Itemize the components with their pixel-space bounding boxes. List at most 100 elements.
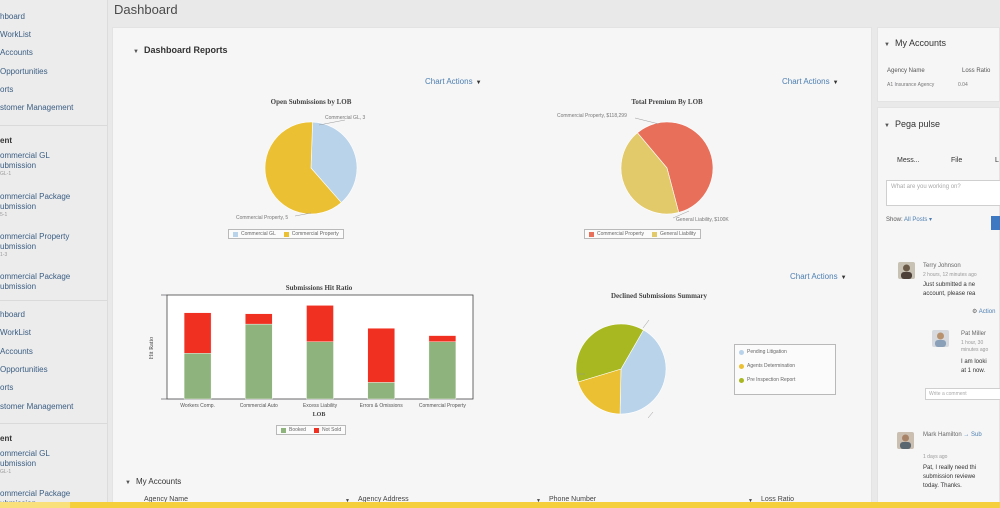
tab-messages[interactable]: Mess... — [897, 157, 920, 164]
column-header-phone-number[interactable]: Phone Number ▼ — [547, 496, 759, 508]
avatar — [897, 432, 914, 449]
chart-actions-button[interactable]: Chart Actions ▼ — [782, 77, 839, 86]
column-label: Loss Ratio — [962, 68, 991, 74]
post-author[interactable]: Mark Hamilton → Sub — [923, 432, 982, 438]
recent-item-title2: ubmission — [0, 242, 37, 251]
account-row-value: 0.04 — [958, 82, 968, 88]
legend-entry[interactable]: Commercial GL — [233, 231, 276, 237]
recent-item[interactable]: ommercial Package ubmission — [0, 272, 70, 292]
recent-item[interactable]: ommercial GL ubmission GL-1 — [0, 151, 50, 178]
recent-item[interactable]: ommercial Property ubmission 1-3 — [0, 232, 69, 259]
nav-item-dashboard[interactable]: hboard — [0, 12, 25, 21]
x-tick-label: Commercial Property — [419, 403, 466, 409]
chart-legend: Commercial Property General Liability — [584, 229, 701, 239]
tab-link[interactable]: Li — [995, 157, 1000, 164]
pega-pulse-title: Pega pulse — [894, 119, 940, 129]
legend-swatch — [651, 231, 657, 237]
nav-item-dashboard[interactable]: hboard — [0, 310, 25, 319]
chart-actions-button[interactable]: Chart Actions ▼ — [790, 272, 847, 281]
bar-segment[interactable] — [367, 382, 395, 400]
chart-actions-label: Chart Actions — [790, 272, 838, 281]
pie-charts — [264, 121, 714, 415]
account-row-name[interactable]: A1 Insurance Agency — [887, 82, 935, 88]
legend-entry[interactable]: Pre Inspection Report — [739, 377, 831, 383]
chart-actions-label: Chart Actions — [782, 77, 830, 86]
nav-item-worklist[interactable]: WorkList — [0, 30, 31, 39]
comment-input[interactable]: Write a comment — [925, 388, 1000, 400]
nav-item-opportunities[interactable]: Opportunities — [0, 67, 48, 76]
bottom-status-bar-highlight — [0, 502, 70, 508]
post-time: 1 days ago — [923, 454, 948, 460]
show-filter[interactable]: Show: All Posts ▾ — [886, 216, 932, 223]
x-tick-label: Excess Liability — [303, 403, 338, 409]
pulse-post-input[interactable]: What are you working on? — [886, 180, 1000, 206]
post-action[interactable]: ⚙ Action — [972, 308, 995, 315]
y-axis-label: Hit Ratio — [149, 337, 155, 359]
legend-entry[interactable]: Booked — [281, 427, 306, 433]
post-author[interactable]: Pat Miller — [961, 331, 987, 337]
bar-chart-bars: Workers Comp. Commercial Auto Excess Liabi… — [180, 305, 466, 409]
column-label: Agency Name — [144, 496, 188, 503]
nav-item-accounts[interactable]: Accounts — [0, 48, 33, 57]
nav-item-reports[interactable]: orts — [0, 383, 14, 392]
my-accounts-card-title: My Accounts — [894, 38, 946, 48]
chart-actions-button[interactable]: Chart Actions ▼ — [425, 77, 482, 86]
column-header-agency-name[interactable]: Agency Name ▼ — [142, 496, 356, 508]
nav-item-customer-management[interactable]: stomer Management — [0, 402, 74, 411]
pie-slice[interactable] — [637, 121, 714, 213]
legend-swatch — [589, 231, 594, 237]
recent-item-title2: ubmission — [0, 459, 37, 468]
my-accounts-card-header[interactable]: ▼ My Accounts — [884, 38, 946, 48]
legend-entry[interactable]: Agents Determination — [739, 363, 831, 369]
legend-entry[interactable]: Not Sold — [313, 427, 341, 433]
chart-title: Declined Submissions Summary — [610, 292, 708, 300]
legend-entry[interactable]: General Liability — [651, 231, 696, 237]
column-label: Phone Number — [549, 496, 597, 503]
post-action-label: Action — [978, 309, 996, 315]
legend-entry[interactable]: Commercial Property — [283, 231, 339, 237]
pie-slice[interactable] — [620, 132, 680, 215]
callout-line — [634, 117, 660, 125]
tab-file[interactable]: File — [951, 157, 963, 164]
column-header-agency-address[interactable]: Agency Address ▼ — [356, 496, 547, 508]
bar-segment[interactable] — [245, 313, 273, 325]
column-label: Loss Ratio — [761, 496, 795, 503]
caret-down-icon: ▼ — [832, 80, 839, 86]
nav-item-worklist[interactable]: WorkList — [0, 328, 31, 337]
post-author[interactable]: Terry Johnson — [923, 263, 961, 269]
legend-label: Pre Inspection Report — [747, 377, 796, 383]
legend-entry[interactable]: Commercial Property — [589, 231, 644, 237]
recent-item[interactable]: ommercial Package ubmission 5-1 — [0, 192, 70, 219]
legend-swatch — [739, 377, 744, 383]
dashboard-reports-header[interactable]: ▼ Dashboard Reports — [133, 45, 227, 55]
pega-pulse-header[interactable]: ▼ Pega pulse — [884, 119, 940, 129]
legend-entry[interactable]: Pending Litigation — [739, 349, 831, 355]
bar-segment[interactable] — [245, 323, 273, 400]
pie-slice[interactable] — [310, 121, 358, 204]
bar-segment[interactable] — [367, 328, 395, 383]
pie-slice[interactable] — [575, 323, 644, 383]
nav-item-customer-management[interactable]: stomer Management — [0, 103, 74, 112]
bar-segment[interactable] — [306, 305, 334, 342]
pie-slice[interactable] — [264, 121, 342, 215]
bar-segment[interactable] — [428, 341, 457, 400]
bar-segment[interactable] — [428, 335, 457, 343]
bar-segment[interactable] — [306, 341, 334, 400]
recent-item-id: GL-1 — [0, 171, 12, 177]
recent-item-title: ommercial Package — [0, 272, 71, 281]
column-header-loss-ratio[interactable]: Loss Ratio — [759, 496, 819, 508]
post-text-line: today. Thanks. — [923, 483, 962, 489]
bar-segment[interactable] — [183, 312, 212, 354]
my-accounts-header[interactable]: ▼ My Accounts — [125, 477, 181, 486]
pie-slice[interactable] — [577, 368, 622, 415]
legend-label: Agents Determination — [747, 363, 796, 369]
column-label: Agency Address — [358, 496, 409, 503]
nav-item-opportunities[interactable]: Opportunities — [0, 365, 48, 374]
nav-item-reports[interactable]: orts — [0, 85, 14, 94]
post-time: 2 hours, 12 minutes ago — [923, 272, 977, 278]
bar-segment[interactable] — [183, 353, 212, 400]
nav-item-accounts[interactable]: Accounts — [0, 347, 33, 356]
post-button[interactable] — [991, 216, 1000, 230]
recent-item[interactable]: ommercial GL ubmission GL-1 — [0, 449, 50, 476]
recent-item-title2: ubmission — [0, 202, 37, 211]
